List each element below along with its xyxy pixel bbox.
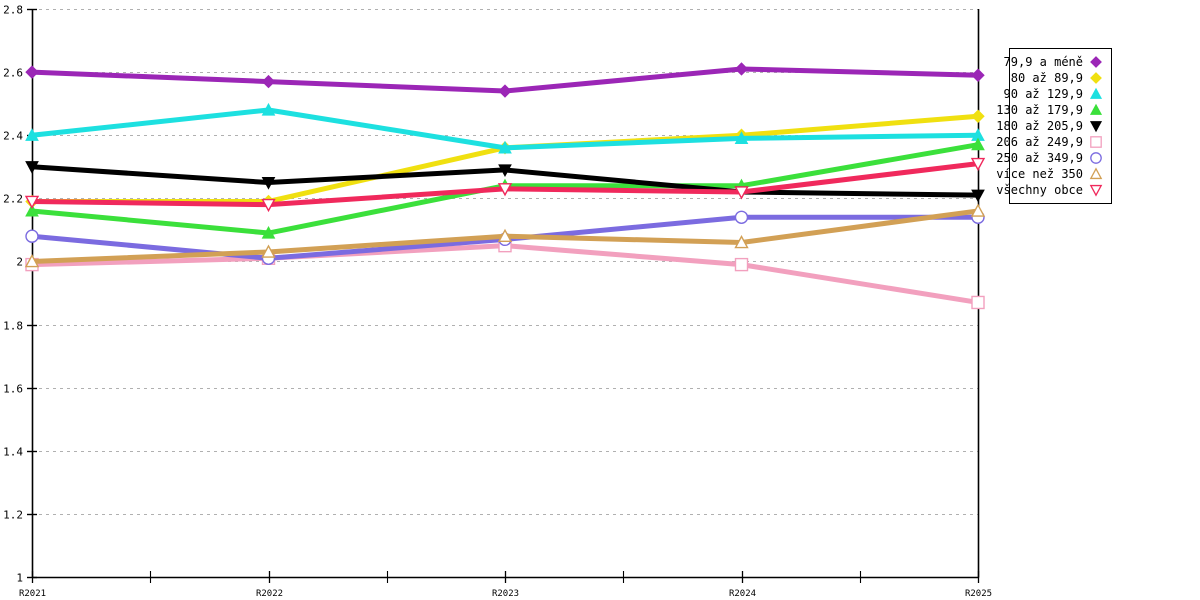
data-point-marker [25, 203, 39, 217]
y-tick-label: 2.6 [3, 67, 23, 80]
legend-item[interactable]: 130 až 179,9 [996, 102, 1104, 118]
data-point-marker [497, 228, 513, 243]
legend-marker-triangle-down-icon [1088, 182, 1104, 198]
legend-item-label: všechny obce [996, 183, 1083, 197]
x-tick-label: R2024 [729, 589, 756, 599]
y-tick-label: 1.4 [3, 446, 23, 459]
data-point-marker [971, 137, 985, 151]
data-point-marker [734, 186, 749, 200]
x-tick-label: R2025 [965, 589, 992, 599]
legend-marker-diamond-icon [1088, 70, 1104, 86]
data-point-marker [971, 189, 985, 203]
data-point-marker [25, 65, 39, 79]
data-point-marker [261, 225, 276, 239]
legend-marker-circle-icon [1088, 150, 1104, 166]
y-tick-label: 2.8 [3, 4, 23, 17]
legend-marker-triangle-up-icon [1088, 102, 1104, 118]
chart-legend: 79,9 a méně 80 až 89,9 90 až 129,9 130 až 1… [996, 48, 1112, 204]
legend-marker-triangle-up-icon [1088, 166, 1104, 182]
legend-item-label: 80 až 89,9 [1010, 71, 1083, 85]
legend-item-label: 130 až 179,9 [996, 103, 1083, 117]
data-point-marker [971, 68, 985, 82]
y-tick-label: 1 [16, 572, 23, 585]
legend-marker-diamond-icon [1088, 54, 1104, 70]
legend-item[interactable]: 79,9 a méně [1004, 54, 1104, 70]
legend-item[interactable]: 90 až 129,9 [1004, 86, 1104, 102]
legend-item[interactable]: 180 až 205,9 [996, 118, 1104, 134]
data-point-marker [25, 161, 39, 174]
legend-marker-square-icon [1088, 134, 1104, 150]
data-point-marker [498, 84, 512, 98]
data-point-marker [25, 229, 39, 243]
data-series [25, 62, 985, 98]
x-axis-ticks: R2021 R2022 R2023 R2024 R2025 [19, 571, 992, 599]
data-point-marker [261, 176, 276, 190]
y-tick-label: 1.2 [3, 509, 23, 522]
data-point-marker [25, 128, 39, 141]
data-point-marker [734, 210, 749, 224]
data-point-marker [498, 164, 512, 177]
y-axis-ticks: 1 1.2 1.4 1.6 1.8 2 2.2 2.4 2.6 2.8 [3, 4, 37, 585]
x-tick-label: R2022 [256, 589, 283, 599]
series-group [24, 62, 986, 310]
legend-item-label: 79,9 a méně [1003, 55, 1083, 69]
data-series [24, 157, 986, 213]
legend-item-label: 180 až 205,9 [996, 119, 1083, 133]
data-point-marker [24, 253, 40, 268]
data-point-marker [261, 74, 276, 89]
legend-item[interactable]: všechny obce [996, 182, 1104, 198]
data-point-marker [24, 195, 40, 209]
y-tick-label: 2.2 [3, 193, 23, 206]
legend-item[interactable]: 80 až 89,9 [1011, 70, 1104, 86]
legend-item[interactable]: 250 až 349,9 [996, 150, 1104, 166]
legend-item[interactable]: 206 až 249,9 [996, 134, 1104, 150]
x-tick-label: R2021 [19, 589, 46, 599]
data-point-marker [261, 102, 276, 116]
y-tick-label: 1.6 [3, 383, 23, 396]
y-tick-label: 2.4 [3, 130, 23, 143]
data-point-marker [734, 62, 749, 76]
data-point-marker [971, 295, 985, 310]
legend-item-label: 206 až 249,9 [996, 135, 1083, 149]
data-point-marker [261, 198, 276, 213]
data-point-marker [497, 183, 513, 197]
data-series [24, 203, 986, 268]
data-point-marker [261, 244, 276, 258]
y-tick-label: 1.8 [3, 320, 23, 333]
legend-item-label: 90 až 129,9 [1003, 87, 1083, 101]
legend-marker-triangle-down-icon [1088, 118, 1104, 134]
data-point-marker [970, 203, 986, 217]
data-point-marker [498, 140, 512, 154]
data-point-marker [971, 109, 985, 123]
legend-item[interactable]: více než 350 [996, 166, 1104, 182]
legend-item-label: 250 až 349,9 [996, 151, 1083, 165]
legend-item-label: více než 350 [996, 167, 1083, 181]
data-point-marker [970, 157, 986, 172]
x-tick-label: R2023 [492, 589, 519, 599]
data-point-marker [734, 131, 749, 144]
y-tick-label: 2 [16, 256, 23, 269]
data-point-marker [734, 257, 749, 272]
data-point-marker [734, 235, 749, 249]
legend-marker-triangle-up-icon [1088, 86, 1104, 102]
